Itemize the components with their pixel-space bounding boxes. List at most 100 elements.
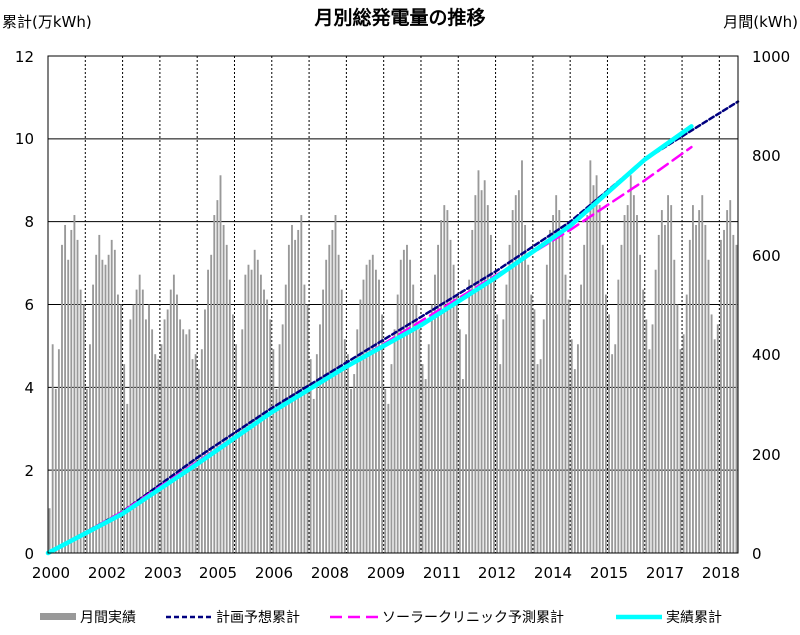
monthly-bar (713, 339, 716, 553)
monthly-bar (64, 224, 67, 554)
x-tick-label: 2002 (88, 564, 126, 582)
monthly-bar (275, 388, 278, 553)
monthly-bar (664, 224, 666, 554)
monthly-bar (381, 314, 384, 553)
monthly-bar (200, 349, 203, 553)
monthly-bar (57, 349, 60, 553)
monthly-bar (48, 508, 51, 553)
monthly-bar (228, 279, 231, 553)
monthly-bar (409, 259, 412, 553)
monthly-bar (632, 195, 635, 553)
y-left-tick-label: 12 (15, 48, 34, 66)
monthly-bar (210, 254, 213, 554)
monthly-bar (325, 259, 328, 553)
monthly-bar (617, 279, 620, 553)
monthly-bar (263, 289, 265, 553)
monthly-bar (107, 254, 110, 554)
monthly-bar (169, 289, 172, 553)
monthly-bar (462, 379, 464, 553)
monthly-bar (306, 304, 309, 553)
monthly-bar (508, 244, 511, 554)
monthly-bar (166, 309, 169, 553)
monthly-bar (179, 319, 182, 553)
monthly-bar (204, 309, 206, 553)
monthly-bar (564, 274, 567, 553)
monthly-bar (312, 398, 315, 553)
monthly-bar (334, 215, 337, 554)
monthly-bar (648, 349, 651, 553)
monthly-bar (583, 244, 586, 554)
monthly-bar (545, 264, 548, 553)
monthly-bar (396, 294, 399, 553)
monthly-bars (48, 160, 738, 554)
monthly-bar (577, 344, 579, 553)
monthly-bar (446, 210, 449, 553)
monthly-bar (340, 289, 343, 553)
monthly-bar (465, 334, 467, 553)
grid (48, 56, 738, 553)
y-left-axis-title: 累計(万kWh) (2, 13, 92, 31)
monthly-bar (455, 294, 458, 553)
monthly-bar (148, 304, 150, 553)
monthly-bar (688, 239, 691, 553)
monthly-bar (592, 185, 595, 553)
y-right-tick-label: 400 (752, 346, 781, 364)
monthly-bar (362, 279, 365, 553)
monthly-bar (67, 259, 70, 553)
monthly-bar (331, 229, 334, 553)
monthly-bar (723, 229, 725, 553)
monthly-bar (517, 190, 520, 553)
monthly-bar (281, 324, 284, 553)
y-left-tick-label: 4 (24, 379, 34, 397)
monthly-bar (104, 264, 107, 553)
monthly-bar (278, 344, 281, 553)
monthly-bar (586, 215, 589, 554)
y-left-tick-label: 0 (24, 545, 34, 563)
monthly-bar (719, 239, 722, 553)
monthly-bar (172, 274, 175, 553)
monthly-bar (573, 369, 576, 553)
monthly-bar (322, 289, 324, 553)
x-tick-label: 2015 (590, 564, 628, 582)
y-right-tick-label: 600 (752, 247, 781, 265)
monthly-bar (458, 329, 461, 553)
monthly-bar (384, 388, 387, 553)
monthly-bar (359, 299, 362, 553)
monthly-bar (489, 234, 492, 554)
monthly-bar (387, 403, 390, 553)
monthly-bar (660, 210, 663, 553)
monthly-bar (521, 160, 523, 553)
monthly-bar (309, 359, 312, 553)
monthly-bar (269, 319, 272, 553)
monthly-bar (300, 215, 303, 554)
monthly-bar (287, 244, 290, 554)
monthly-bar (527, 264, 530, 553)
monthly-bar (580, 284, 582, 553)
monthly-bar (434, 274, 436, 553)
monthly-bar (235, 344, 237, 553)
monthly-bar (185, 334, 188, 553)
monthly-bar (120, 304, 122, 553)
monthly-bar (241, 329, 244, 553)
monthly-bar (729, 200, 732, 553)
monthly-bar (502, 319, 505, 553)
monthly-bar (682, 334, 685, 553)
monthly-bar (735, 244, 738, 554)
x-tick-label: 2003 (144, 564, 182, 582)
chart-title: 月別総発電量の推移 (313, 6, 485, 29)
x-tick-label: 2011 (423, 564, 461, 582)
monthly-bar (110, 239, 113, 553)
monthly-bar (350, 388, 352, 553)
monthly-bar (418, 329, 421, 553)
y-right-axis-title: 月間(kWh) (723, 13, 798, 31)
monthly-bar (291, 224, 293, 554)
monthly-bar (54, 388, 57, 553)
monthly-bar (468, 279, 471, 553)
monthly-bar (623, 215, 626, 554)
monthly-bar (549, 229, 551, 553)
monthly-bar (716, 324, 719, 553)
monthly-bar (402, 249, 405, 553)
monthly-bar (542, 319, 545, 553)
monthly-bar (356, 329, 359, 553)
monthly-bar (427, 344, 430, 553)
